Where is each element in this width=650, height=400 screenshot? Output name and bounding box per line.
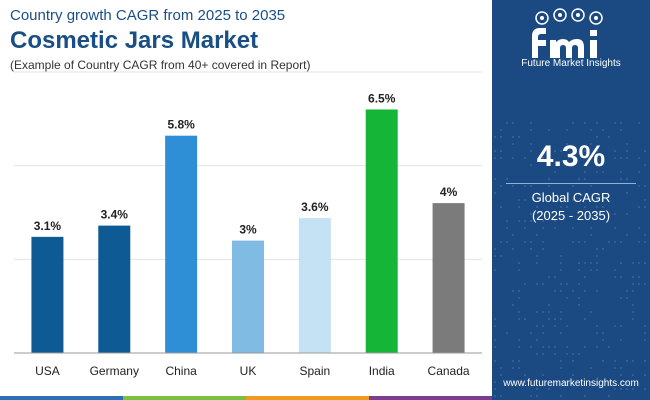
website-link[interactable]: www.futuremarketinsights.com: [503, 378, 639, 389]
bar-germany: [98, 225, 131, 353]
cagr-label-line-2: (2025 - 2035): [531, 208, 611, 223]
x-tick-label: UK: [240, 364, 257, 378]
chart-subtitle: Country growth CAGR from 2025 to 2035: [10, 7, 286, 24]
bar-india: [365, 109, 398, 353]
global-cagr-value: 4.3%: [536, 140, 606, 173]
bar-canada: [432, 203, 465, 353]
footer-segment-4: [369, 396, 492, 400]
footer-segment-1: [0, 396, 123, 400]
global-cagr-label: Global CAGR (2025 - 2035): [492, 189, 650, 225]
x-tick-label: Germany: [90, 364, 139, 378]
chart-header: Country growth CAGR from 2025 to 2035 Co…: [10, 6, 310, 73]
footer-segment-3: [246, 396, 369, 400]
bar-value-label: 6.5%: [368, 91, 396, 105]
logo-text: Future Market Insights: [521, 58, 621, 69]
x-tick-label: USA: [35, 364, 60, 378]
x-tick-label: Canada: [428, 364, 470, 378]
bar-value-label: 3.6%: [301, 200, 329, 214]
bar-value-label: 3.4%: [101, 208, 129, 222]
bar-value-label: 5.8%: [167, 118, 195, 132]
x-tick-label: India: [369, 364, 395, 378]
bar-usa: [31, 236, 64, 353]
bar-value-label: 3.1%: [34, 219, 62, 233]
dot-pattern: [494, 122, 646, 397]
fmi-logo-icon: [532, 8, 603, 58]
chart-note: (Example of Country CAGR from 40+ covere…: [10, 58, 311, 72]
bar-value-label: 3%: [239, 223, 257, 237]
x-tick-label: Spain: [300, 364, 331, 378]
bar-value-label: 4%: [440, 185, 458, 199]
x-tick-label: China: [165, 364, 197, 378]
bar-spain: [298, 218, 331, 353]
bar-uk: [232, 240, 264, 353]
side-panel: Future Market Insights 4.3% Global CAGR …: [492, 0, 650, 400]
footer-segment-2: [123, 396, 246, 400]
cagr-divider: [506, 183, 636, 184]
bar-chart: 3.1% USA 3.4% Germany 5.8% China 3% UK 3.6% Spain…: [14, 71, 482, 378]
footer-color-bar: [0, 396, 492, 400]
chart-title: Cosmetic Jars Market: [10, 27, 259, 54]
bar-china: [165, 135, 198, 353]
cagr-label-line-1: Global CAGR: [531, 190, 611, 205]
